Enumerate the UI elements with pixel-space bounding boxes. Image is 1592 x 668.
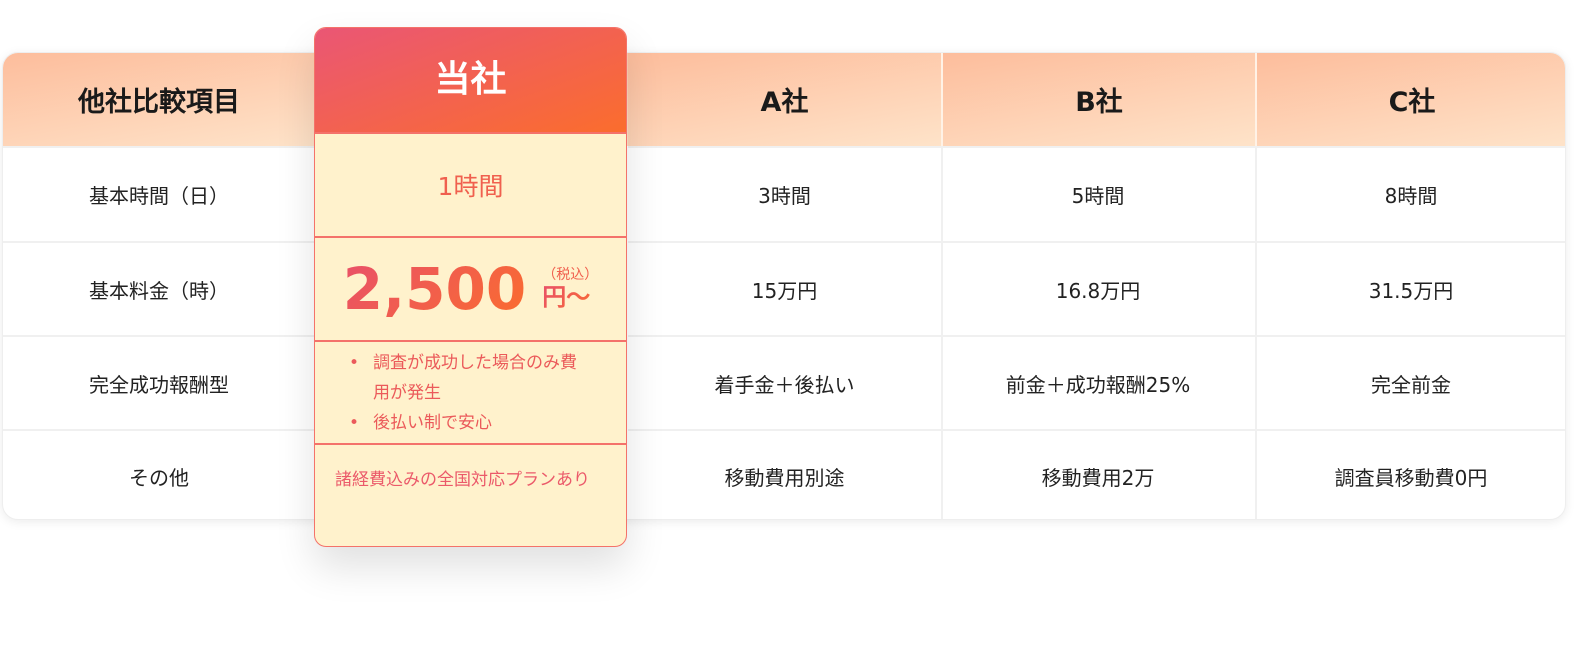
cell-c: 31.5万円 [1255, 241, 1565, 335]
cell-a: 着手金＋後払い [628, 335, 941, 429]
ours-other: 諸経費込みの全国対応プランあり [315, 443, 626, 546]
cell-b: 16.8万円 [941, 241, 1255, 335]
header-b: B社 [941, 53, 1255, 146]
row-label: 基本料金（時） [3, 241, 315, 335]
cell-b: 移動費用2万 [941, 429, 1255, 519]
header-item: 他社比較項目 [3, 53, 315, 146]
divider [941, 146, 943, 519]
header-ours: 当社 [315, 28, 626, 132]
comparison-table: 他社比較項目 A社 B社 C社 基本時間（日） 3時間 5時間 8時間 基本料金… [2, 52, 1566, 520]
cell-c: 調査員移動費0円 [1255, 429, 1565, 519]
ours-price: 2,500 （税込） 円～ [315, 236, 626, 340]
cell-a: 15万円 [628, 241, 941, 335]
cell-c: 完全前金 [1255, 335, 1565, 429]
cell-b: 5時間 [941, 146, 1255, 241]
cell-a: 3時間 [628, 146, 941, 241]
cell-a: 移動費用別途 [628, 429, 941, 519]
featured-column-ours: 当社 1時間 2,500 （税込） 円～ 調査が成功した場合のみ費用が発生 後払… [314, 27, 627, 547]
header-c: C社 [1255, 53, 1565, 146]
ours-basic-time: 1時間 [315, 132, 626, 236]
price-unit: 円～ [542, 283, 598, 310]
price-value: 2,500 [342, 255, 527, 323]
row-label: 完全成功報酬型 [3, 335, 315, 429]
bullet-item: 調査が成功した場合のみ費用が発生 [349, 348, 626, 408]
price-tax-note: （税込） [542, 267, 599, 284]
row-label: その他 [3, 429, 315, 519]
ours-payment: 調査が成功した場合のみ費用が発生 後払い制で安心 [315, 340, 626, 443]
bullet-item: 後払い制で安心 [349, 408, 626, 438]
header-a: A社 [628, 53, 941, 146]
cell-c: 8時間 [1255, 146, 1565, 241]
cell-b: 前金＋成功報酬25% [941, 335, 1255, 429]
divider [1255, 146, 1257, 519]
row-label: 基本時間（日） [3, 146, 315, 241]
